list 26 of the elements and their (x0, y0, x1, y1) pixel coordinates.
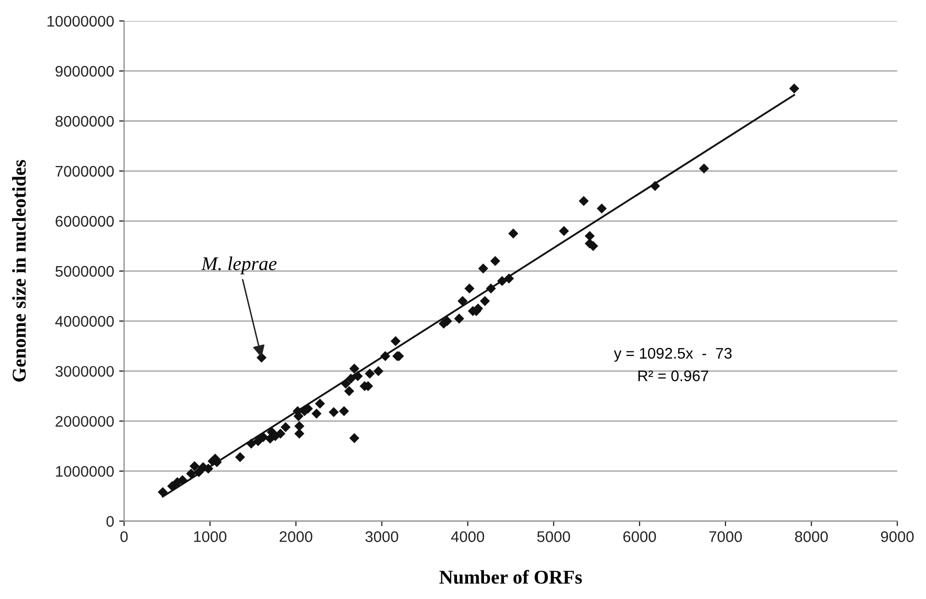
x-tick-label: 5000 (537, 531, 570, 542)
y-tick-label: 1000000 (56, 466, 114, 477)
y-tick-label: 0 (106, 516, 114, 527)
x-tick-label: 2000 (280, 531, 312, 542)
y-tick-label: 7000000 (56, 166, 114, 177)
y-tick-label: 4000000 (55, 316, 114, 327)
y-axis-title: Genome size in nucleotides (12, 160, 26, 382)
y-tick-label: 10000000 (48, 16, 114, 27)
y-tick-label: 9000000 (56, 66, 114, 77)
y-tick-label: 3000000 (55, 366, 114, 377)
x-tick-label: 8000 (795, 531, 828, 542)
y-tick-label: 5000000 (56, 266, 114, 277)
annotation: y = 1092.5x - 73 (614, 348, 732, 362)
x-tick-label: 1000 (194, 531, 226, 542)
x-axis-title: Number of ORFs (439, 570, 582, 584)
x-tick-label: 0 (120, 531, 128, 542)
x-tick-label: 6000 (623, 531, 656, 542)
y-tick-label: 2000000 (56, 416, 114, 427)
y-tick-label: 6000000 (56, 216, 114, 227)
x-tick-label: 3000 (365, 531, 398, 542)
x-tick-label: 9000 (881, 531, 914, 542)
x-tick-label: 4000 (451, 531, 484, 542)
annotation: R² = 0.967 (638, 370, 708, 382)
y-tick-label: 8000000 (56, 116, 114, 127)
annotation: M. leprae (201, 256, 277, 274)
x-tick-label: 7000 (709, 531, 742, 542)
